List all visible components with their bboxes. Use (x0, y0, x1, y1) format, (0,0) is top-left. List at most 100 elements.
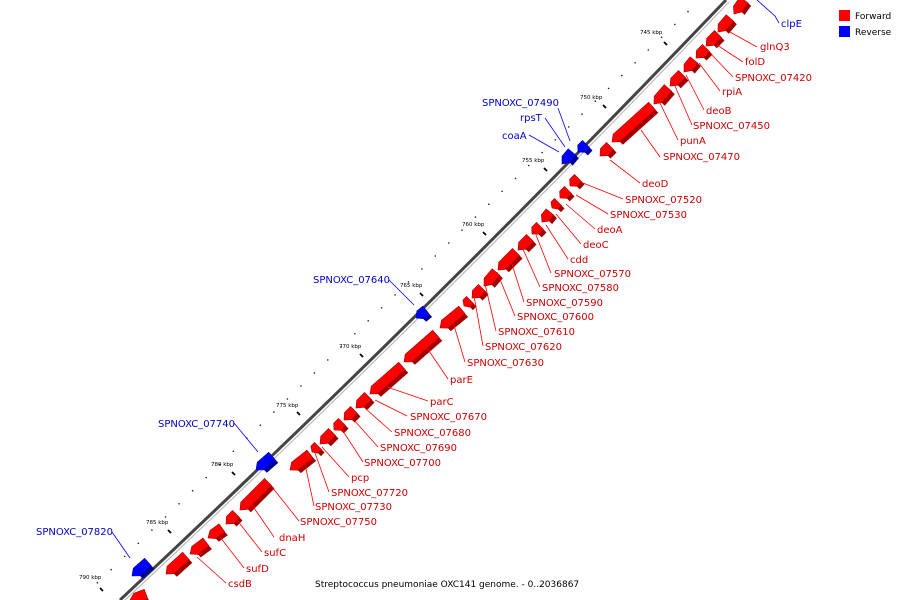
gene-block-forward[interactable] (189, 537, 210, 555)
gene-label-forward[interactable]: sufD (246, 564, 269, 575)
gene-block-forward[interactable] (497, 248, 520, 271)
gene-block-forward[interactable] (569, 174, 582, 187)
gene-block-forward[interactable] (599, 142, 614, 157)
gene-label-reverse[interactable]: rpsT (520, 113, 543, 124)
gene-label-forward[interactable]: rpiA (722, 87, 742, 98)
gene-label-forward[interactable]: SPNOXC_07530 (610, 210, 687, 221)
gene-label-reverse[interactable]: SPNOXC_07820 (36, 527, 113, 538)
rim-dot (501, 190, 503, 193)
gene-block-forward[interactable] (319, 428, 336, 445)
gene-label-forward[interactable]: parC (430, 397, 454, 408)
gene-label-forward[interactable]: SPNOXC_07620 (485, 342, 562, 353)
scale-label: 780 kbp (211, 462, 234, 468)
gene-block-shade (538, 229, 547, 238)
gene-label-forward[interactable]: SPNOXC_07590 (526, 298, 603, 309)
gene-label-forward[interactable]: deoA (597, 225, 623, 236)
legend-swatch-reverse (839, 26, 850, 37)
gene-block-forward[interactable] (561, 148, 577, 165)
gene-block-forward[interactable] (439, 305, 466, 329)
gene-block-forward[interactable] (683, 56, 699, 73)
gene-label-forward[interactable]: SPNOXC_07570 (554, 269, 631, 280)
gene-label-forward[interactable]: dnaH (279, 533, 305, 544)
gene-label-forward[interactable]: SPNOXC_07730 (315, 502, 392, 513)
gene-label-forward[interactable]: pcp (351, 473, 369, 484)
gene-block-forward[interactable] (531, 222, 544, 235)
gene-block-forward[interactable] (705, 30, 722, 47)
gene-block-forward[interactable] (695, 44, 710, 59)
gene-block-forward[interactable] (733, 0, 749, 15)
gene-label-forward[interactable]: sufC (264, 548, 286, 559)
gene-label-forward[interactable]: SPNOXC_07580 (542, 283, 619, 294)
gene-label-reverse[interactable]: SPNOXC_07490 (482, 98, 559, 109)
rim-dot (273, 411, 275, 413)
gene-label-reverse[interactable]: SPNOXC_07740 (158, 419, 235, 430)
rim-dot (554, 139, 557, 141)
gene-block-forward[interactable] (310, 442, 322, 454)
gene-block-forward[interactable] (131, 557, 152, 577)
gene-block-forward[interactable] (343, 406, 358, 421)
gene-label-forward[interactable]: SPNOXC_07750 (300, 517, 377, 528)
gene-block-shade (549, 215, 557, 225)
gene-label-forward[interactable]: SPNOXC_07670 (410, 412, 487, 423)
gene-block-forward[interactable] (289, 449, 314, 471)
gene-block-forward[interactable] (165, 551, 190, 575)
gene-label-reverse[interactable]: clpE (781, 19, 802, 30)
gene-label-forward[interactable]: parE (450, 375, 473, 386)
gene-block-forward[interactable] (255, 451, 276, 471)
gene-label-forward[interactable]: glnQ3 (760, 42, 790, 53)
gene-label-forward[interactable]: deoD (642, 179, 669, 190)
gene-block-forward[interactable] (483, 268, 501, 287)
rim-dot (634, 62, 636, 64)
gene-block-forward[interactable] (517, 234, 534, 251)
gene-label-forward[interactable]: SPNOXC_07680 (394, 428, 471, 439)
gene-label-forward[interactable]: SPNOXC_07610 (498, 327, 575, 338)
gene-block-forward[interactable] (717, 14, 735, 33)
rim-dot (327, 359, 329, 361)
gene-label-forward[interactable]: SPNOXC_07700 (364, 458, 441, 469)
gene-block-forward[interactable] (577, 140, 590, 153)
gene-block-forward[interactable] (129, 588, 149, 600)
gene-label-forward[interactable]: SPNOXC_07420 (735, 73, 812, 84)
gene-label-reverse[interactable]: SPNOXC_07640 (313, 275, 390, 286)
gene-block-shade (619, 109, 659, 145)
gene-label-forward[interactable]: deoB (706, 106, 732, 117)
gene-block-forward[interactable] (550, 198, 562, 210)
gene-block-forward[interactable] (355, 392, 372, 409)
gene-label-forward[interactable]: SPNOXC_07630 (467, 358, 544, 369)
gene-block-shade (505, 255, 523, 273)
gene-label-forward[interactable]: punA (680, 136, 706, 147)
gene-label-forward[interactable]: SPNOXC_07520 (625, 195, 702, 206)
gene-block-forward[interactable] (559, 186, 572, 199)
gene-block-forward[interactable] (471, 284, 486, 299)
gene-label-forward[interactable]: SPNOXC_07450 (693, 121, 770, 132)
gene-label-forward[interactable]: deoC (583, 240, 609, 251)
rim-dot (96, 582, 99, 584)
gene-block-forward[interactable] (415, 305, 430, 320)
reverse-genes (131, 140, 593, 579)
gene-block-forward[interactable] (225, 510, 240, 525)
gene-block-forward[interactable] (333, 418, 346, 431)
gene-block-forward[interactable] (369, 361, 406, 395)
gene-label-forward[interactable]: cdd (570, 255, 588, 266)
gene-block-shade (327, 435, 339, 447)
gene-label-forward[interactable]: csdB (228, 579, 252, 590)
gene-block-shade (377, 369, 409, 397)
gene-block-forward[interactable] (611, 101, 656, 143)
gene-label-reverse[interactable]: coaA (502, 131, 527, 142)
gene-label-forward[interactable]: SPNOXC_07470 (663, 152, 740, 163)
rim-dot (567, 126, 570, 128)
gene-block-forward[interactable] (239, 478, 272, 511)
genome-caption: Streptococcus pneumoniae OXC141 genome. … (315, 580, 579, 590)
gene-label-forward[interactable]: SPNOXC_07600 (517, 312, 594, 323)
gene-block-forward[interactable] (462, 296, 474, 308)
gene-label-forward[interactable]: SPNOXC_07690 (380, 443, 457, 454)
gene-block-forward[interactable] (669, 70, 686, 87)
gene-label-forward[interactable]: folD (745, 57, 765, 68)
gene-label-forward[interactable]: SPNOXC_07720 (331, 488, 408, 499)
gene-block-forward[interactable] (207, 523, 226, 539)
gene-block-forward[interactable] (540, 208, 555, 223)
gene-block-forward[interactable] (653, 84, 673, 105)
gene-block-forward[interactable] (403, 329, 440, 363)
gene-block-shade (233, 517, 243, 527)
